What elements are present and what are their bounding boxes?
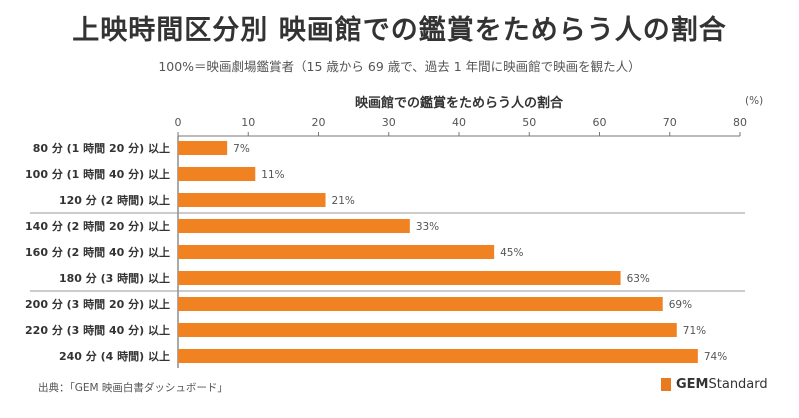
x-tick-label: 50 bbox=[522, 116, 536, 129]
bar bbox=[178, 297, 663, 311]
data-label: 11% bbox=[261, 169, 284, 181]
x-tick-label: 40 bbox=[452, 116, 466, 129]
x-tick-label: 10 bbox=[241, 116, 255, 129]
data-label: 21% bbox=[332, 195, 355, 207]
bar bbox=[178, 245, 495, 259]
logo-rest: Standard bbox=[708, 377, 768, 392]
category-label: 100 分 (1 時間 40 分) 以上 bbox=[25, 167, 170, 181]
data-label: 63% bbox=[627, 273, 650, 285]
category-label: 220 分 (3 時間 40 分) 以上 bbox=[25, 323, 170, 337]
category-label: 180 分 (3 時間) 以上 bbox=[59, 271, 170, 285]
category-label: 160 分 (2 時間 40 分) 以上 bbox=[25, 245, 170, 259]
bar bbox=[178, 271, 621, 285]
x-tick-label: 30 bbox=[382, 116, 396, 129]
bar bbox=[178, 349, 698, 363]
x-tick-label: 0 bbox=[175, 116, 182, 129]
x-tick-label: 60 bbox=[593, 116, 607, 129]
unit-label: (%) bbox=[745, 95, 764, 107]
data-label: 33% bbox=[416, 221, 439, 233]
bar bbox=[178, 141, 228, 155]
data-label: 7% bbox=[233, 143, 250, 155]
page-title: 上映時間区分別 映画館での鑑賞をためらう人の割合 bbox=[72, 15, 727, 46]
bar bbox=[178, 323, 677, 337]
data-label: 71% bbox=[683, 325, 706, 337]
x-tick-label: 70 bbox=[663, 116, 677, 129]
bar bbox=[178, 193, 326, 207]
bar bbox=[178, 219, 410, 233]
category-label: 140 分 (2 時間 20 分) 以上 bbox=[25, 219, 170, 233]
category-label: 240 分 (4 時間) 以上 bbox=[59, 349, 170, 363]
logo-mark-icon bbox=[661, 378, 671, 391]
x-tick-label: 80 bbox=[733, 116, 747, 129]
category-label: 120 分 (2 時間) 以上 bbox=[59, 193, 170, 207]
data-label: 69% bbox=[669, 299, 692, 311]
chart-title: 映画館での鑑賞をためらう人の割合 bbox=[354, 96, 563, 111]
category-label: 200 分 (3 時間 20 分) 以上 bbox=[25, 297, 170, 311]
logo: GEM Standard bbox=[661, 377, 768, 392]
source-note: 出典：｢GEM 映画白書ダッシュボード｣ bbox=[38, 382, 223, 394]
category-label: 80 分 (1 時間 20 分) 以上 bbox=[33, 141, 170, 155]
data-label: 74% bbox=[704, 351, 727, 363]
x-tick-label: 20 bbox=[312, 116, 326, 129]
data-label: 45% bbox=[500, 247, 523, 259]
bar bbox=[178, 167, 256, 181]
logo-bold: GEM bbox=[676, 377, 709, 392]
subtitle: 100%＝映画劇場鑑賞者（15 歳から 69 歳で、過去 1 年間に映画館で映画… bbox=[158, 59, 641, 74]
